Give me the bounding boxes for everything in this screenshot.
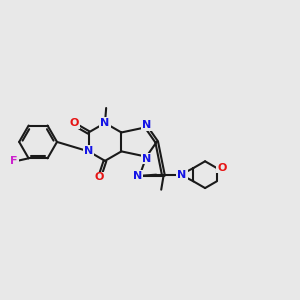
Text: O: O (70, 118, 79, 128)
Text: O: O (217, 163, 226, 172)
Text: O: O (94, 172, 104, 182)
Text: N: N (142, 154, 151, 164)
Text: F: F (10, 156, 18, 166)
Text: N: N (177, 170, 187, 180)
Text: N: N (142, 120, 151, 130)
Text: N: N (133, 171, 142, 181)
Text: N: N (84, 146, 93, 156)
Text: N: N (100, 118, 109, 128)
